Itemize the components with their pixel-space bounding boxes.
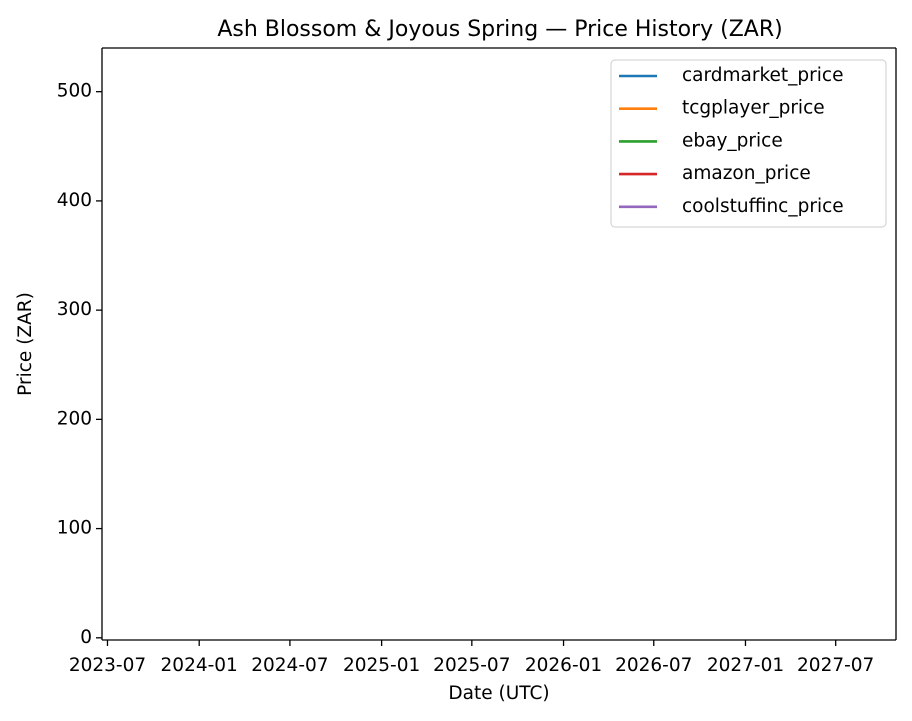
legend-label-coolstuffinc-price: coolstuffinc_price <box>682 196 844 217</box>
legend-label-cardmarket-price: cardmarket_price <box>682 65 843 86</box>
y-axis-label: Price (ZAR) <box>15 292 36 396</box>
x-tick-label: 2023-07 <box>69 655 146 676</box>
x-axis: 2023-07 2024-01 2024-07 2025-01 2025-07 2026-… <box>69 640 874 676</box>
legend: cardmarket_price tcgplayer_price ebay_pric… <box>610 59 887 228</box>
x-tick-label: 2025-01 <box>343 655 420 676</box>
x-tick-label: 2027-01 <box>707 655 784 676</box>
x-tick-label: 2026-07 <box>615 655 692 676</box>
y-tick-label: 200 <box>57 408 92 429</box>
x-tick-label: 2024-01 <box>161 655 238 676</box>
y-tick-label: 400 <box>57 190 92 211</box>
y-axis: 0 100 200 300 400 500 <box>57 81 102 648</box>
legend-label-ebay-price: ebay_price <box>682 130 783 151</box>
x-tick-label: 2024-07 <box>251 655 328 676</box>
x-tick-label: 2026-01 <box>525 655 602 676</box>
y-tick-label: 300 <box>57 299 92 320</box>
y-tick-label: 0 <box>80 627 92 648</box>
x-tick-label: 2025-07 <box>433 655 510 676</box>
x-axis-label: Date (UTC) <box>448 683 549 704</box>
x-tick-label: 2027-07 <box>797 655 874 676</box>
chart-title: Ash Blossom & Joyous Spring — Price Hist… <box>217 17 782 42</box>
legend-label-tcgplayer-price: tcgplayer_price <box>682 98 825 119</box>
y-tick-label: 100 <box>57 518 92 539</box>
legend-frame <box>610 59 887 228</box>
legend-label-amazon-price: amazon_price <box>682 163 811 184</box>
y-tick-label: 500 <box>57 81 92 102</box>
